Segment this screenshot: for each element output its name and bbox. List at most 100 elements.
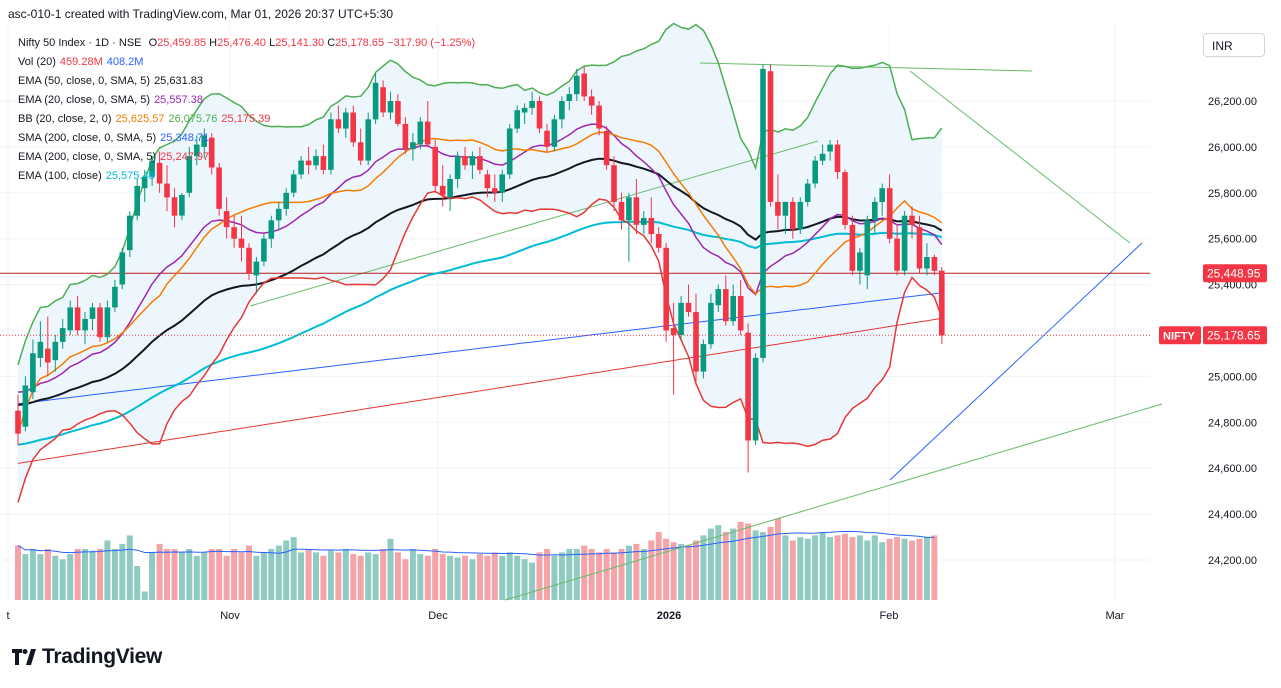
- trendline-resistance: [909, 70, 1131, 244]
- candle-body: [67, 307, 73, 331]
- volume-bar: [648, 540, 655, 600]
- candle-body: [119, 252, 126, 285]
- candle-body: [268, 220, 275, 239]
- volume-bar: [581, 545, 588, 600]
- volume-bar: [253, 555, 260, 600]
- volume-bar: [156, 543, 163, 600]
- candle-body: [693, 312, 699, 372]
- volume-bar: [29, 549, 36, 600]
- volume-bar: [223, 555, 230, 600]
- candle-body: [678, 302, 684, 335]
- y-tick-label: 26,200.00: [1208, 96, 1257, 108]
- volume-bar: [558, 552, 565, 600]
- volume-bar: [178, 552, 185, 600]
- x-tick-label: 2026: [657, 610, 681, 622]
- candle-body: [529, 101, 535, 108]
- volume-bar: [439, 554, 446, 600]
- ema50-line: [17, 157, 943, 406]
- price-label-last: [1203, 326, 1267, 345]
- candle-body: [708, 302, 714, 345]
- volume-bar: [350, 554, 357, 600]
- volume-bar: [476, 554, 483, 600]
- candle-body: [328, 119, 334, 170]
- price-tag-nifty: [1159, 326, 1201, 345]
- volume-bar: [327, 550, 334, 600]
- y-tick-label: 25,600.00: [1208, 234, 1257, 246]
- volume-bar: [357, 555, 364, 600]
- currency-selector[interactable]: INR: [1203, 33, 1265, 57]
- volume-bar: [804, 538, 811, 600]
- candle-body: [611, 165, 617, 202]
- candle-body: [596, 105, 602, 129]
- candle-body: [15, 410, 21, 434]
- volume-bar: [432, 549, 439, 600]
- volume-bar: [596, 552, 603, 600]
- candle-body: [127, 215, 133, 251]
- candle-body: [626, 197, 632, 221]
- candle-body: [760, 68, 766, 358]
- legend-bb-row[interactable]: BB (20, close, 2, 0) 25,625.57 26,075.76 25…: [18, 113, 271, 125]
- volume-bar: [394, 552, 401, 600]
- candle-body: [439, 185, 446, 196]
- candle-body: [730, 296, 736, 322]
- volume-bar: [625, 545, 632, 600]
- legend-symbol-row[interactable]: Nifty 50 Index · 1D · NSE O25,459.85 H25…: [18, 34, 475, 53]
- candle-body: [186, 156, 193, 193]
- volume-ma-line: [17, 530, 935, 556]
- volume-bar: [171, 549, 178, 600]
- volume-bar: [886, 538, 893, 600]
- volume-bar: [797, 537, 804, 600]
- candle-body: [872, 201, 878, 221]
- volume-bar: [208, 549, 215, 600]
- candle-body: [462, 156, 468, 166]
- candle-body: [335, 119, 342, 129]
- candle-body: [797, 201, 804, 230]
- volume-bar: [372, 554, 379, 600]
- candle-body: [842, 172, 848, 225]
- volume-bar: [640, 549, 647, 600]
- volume-bar: [104, 540, 111, 600]
- volume-bar: [864, 540, 871, 600]
- legend-sma200-row[interactable]: SMA (200, close, 0, SMA, 5) 25,348.71: [18, 132, 210, 144]
- candle-body: [275, 208, 282, 221]
- volume-bar: [74, 549, 81, 600]
- legend-ema100-row[interactable]: EMA (100, close) 25,575.48: [18, 170, 155, 182]
- volume-bar: [231, 549, 238, 600]
- x-tick-label: Dec: [428, 610, 448, 622]
- ema100-line: [17, 220, 943, 446]
- volume-bar: [111, 549, 118, 600]
- volume-bar: [387, 538, 394, 600]
- candle-body: [395, 101, 401, 124]
- legend-ema20-row[interactable]: EMA (20, close, 0, SMA, 5) 25,557.38: [18, 94, 203, 106]
- volume-bar: [409, 549, 416, 600]
- candle-body: [231, 227, 237, 239]
- legend-vol-row[interactable]: Vol (20) 459.28M 408.2M: [18, 56, 144, 68]
- candle-body: [566, 94, 573, 101]
- volume-bar: [931, 535, 938, 600]
- volume-bar: [484, 555, 491, 600]
- candle-body: [737, 296, 744, 331]
- volume-bar: [365, 552, 372, 600]
- candle-body: [290, 174, 297, 193]
- volume-bar: [141, 591, 148, 600]
- volume-bar: [268, 549, 275, 600]
- candle-body: [164, 183, 170, 198]
- volume-bar: [216, 549, 223, 600]
- candle-body: [745, 332, 751, 441]
- candle-body: [916, 227, 923, 269]
- volume-bar: [37, 554, 44, 600]
- candle-body: [82, 318, 88, 331]
- legend-ema50-row[interactable]: EMA (50, close, 0, SMA, 5) 25,631.83: [18, 75, 203, 87]
- volume-bar: [774, 518, 781, 600]
- candle-body: [45, 348, 51, 363]
- tradingview-logo-icon: [12, 649, 36, 665]
- volume-bar: [186, 549, 193, 600]
- candle-body: [849, 224, 856, 271]
- candle-body: [447, 179, 453, 198]
- volume-bar: [901, 538, 908, 600]
- legend-ema200-row[interactable]: EMA (200, close, 0, SMA, 5) 25,247.97: [18, 151, 210, 163]
- candle-body: [454, 156, 461, 179]
- volume-bar: [201, 552, 208, 600]
- candle-body: [320, 156, 327, 170]
